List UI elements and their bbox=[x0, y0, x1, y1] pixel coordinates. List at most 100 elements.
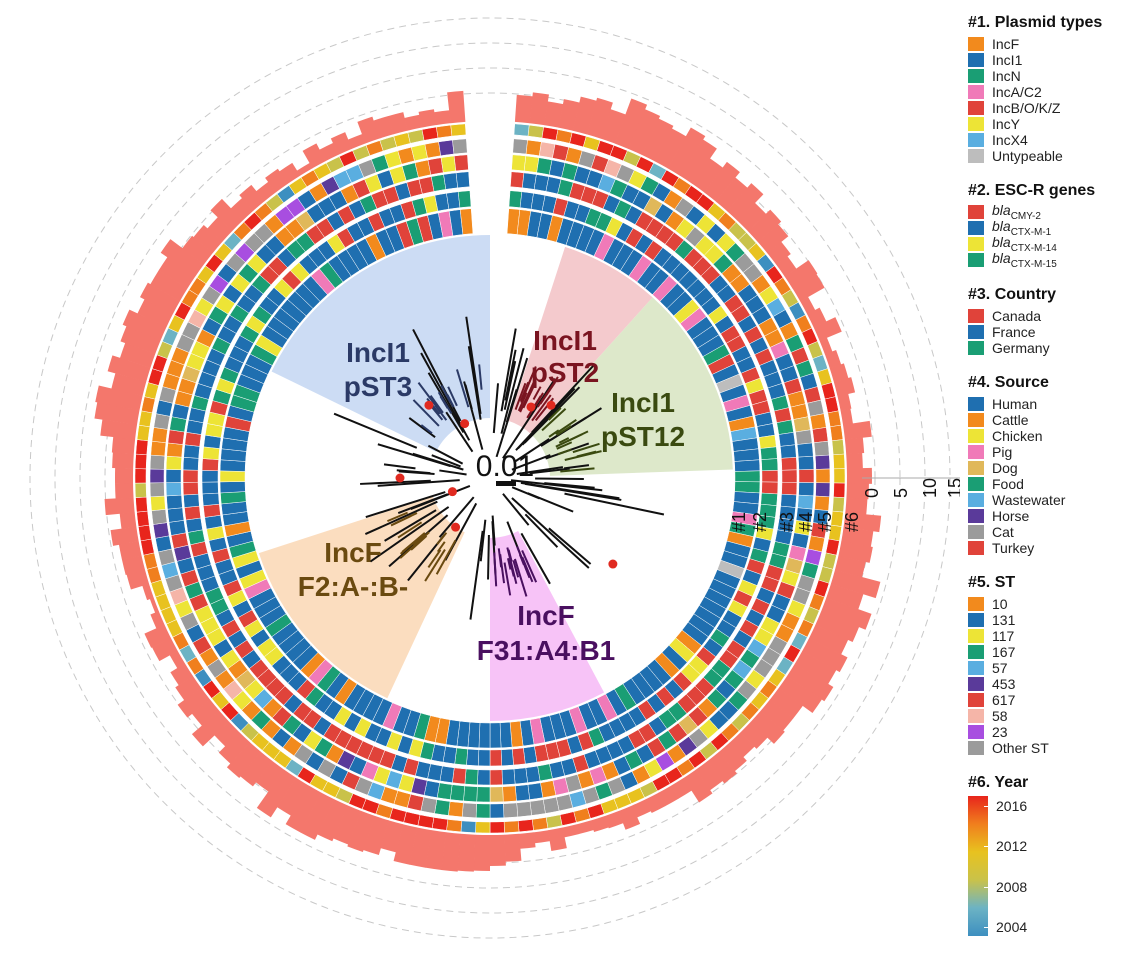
legend-title: #4. Source bbox=[968, 374, 1049, 391]
ring-cell bbox=[513, 767, 528, 785]
histogram-bar bbox=[750, 710, 785, 744]
ring-cell bbox=[149, 454, 166, 470]
legend-item: Dog bbox=[968, 460, 1138, 476]
legend-item: 10 bbox=[968, 596, 1138, 612]
ring-cell bbox=[503, 802, 519, 818]
legend-swatch bbox=[968, 37, 984, 51]
ring-cell bbox=[781, 469, 798, 483]
ring-cell bbox=[166, 494, 183, 510]
histogram-bar bbox=[121, 555, 146, 575]
ring-cell bbox=[807, 399, 825, 417]
clade-branch bbox=[436, 532, 448, 546]
clade-sector bbox=[490, 530, 605, 721]
ring-cell bbox=[516, 801, 532, 818]
ring-cell bbox=[829, 424, 844, 442]
clade-branch bbox=[558, 437, 570, 444]
clade-branch bbox=[429, 395, 444, 414]
clade-branch bbox=[456, 369, 470, 408]
histogram-bar bbox=[110, 526, 139, 546]
histogram-bar bbox=[645, 792, 666, 814]
clade-branch bbox=[576, 450, 597, 458]
legend-item: blaCMY-2 bbox=[968, 202, 1138, 222]
legend-label: Cat bbox=[992, 524, 1014, 540]
tree-branch bbox=[511, 497, 590, 569]
clade-branch bbox=[513, 558, 528, 597]
histogram-bar bbox=[800, 296, 816, 315]
ring-cell bbox=[527, 782, 544, 800]
ring-cell bbox=[443, 172, 458, 190]
clade-label-incF-f31-line2: F31:A4:B1 bbox=[477, 635, 615, 666]
clade-branch bbox=[427, 549, 442, 569]
legend-swatch bbox=[968, 645, 984, 659]
ring-cell bbox=[734, 481, 761, 494]
legend-label: IncN bbox=[992, 68, 1021, 84]
ring-cell bbox=[824, 396, 839, 414]
legend-swatch bbox=[968, 725, 984, 739]
histogram-bar bbox=[529, 92, 549, 126]
legend-label: Wastewater bbox=[992, 492, 1066, 508]
ring-cell bbox=[573, 807, 591, 823]
legend-label: 57 bbox=[992, 660, 1008, 676]
legend-title: #2. ESC-R genes bbox=[968, 182, 1096, 199]
histogram-bar bbox=[256, 769, 297, 818]
histogram-bar bbox=[813, 317, 842, 341]
legend-swatch bbox=[968, 709, 984, 723]
legend-swatch bbox=[968, 693, 984, 707]
ring-cell bbox=[421, 126, 439, 141]
legend-item: Cattle bbox=[968, 412, 1138, 428]
legend-label: Cattle bbox=[992, 412, 1029, 428]
ring-cell bbox=[825, 538, 840, 556]
tree-branch bbox=[364, 500, 438, 535]
ring-cell bbox=[136, 510, 150, 527]
legend-swatch bbox=[968, 325, 984, 339]
histogram-bar bbox=[296, 162, 313, 176]
tree-branch bbox=[465, 316, 482, 415]
legend-label: Chicken bbox=[992, 428, 1043, 444]
ring-cell bbox=[489, 803, 505, 819]
histogram-bar bbox=[586, 97, 613, 139]
legend-swatch bbox=[968, 149, 984, 163]
ring-cell bbox=[531, 817, 549, 831]
legend-escr-genes: #2. ESC-R genes blaCMY-2 blaCTX-M-1 blaCTX… bbox=[968, 182, 1138, 270]
ring-cell bbox=[833, 468, 846, 484]
ring-cell bbox=[510, 171, 525, 189]
histogram-bar bbox=[319, 142, 339, 162]
legend-item: 453 bbox=[968, 676, 1138, 692]
ring-cell bbox=[463, 785, 478, 802]
clade-branch bbox=[507, 558, 512, 570]
ring-cell bbox=[202, 492, 220, 506]
legend-swatch bbox=[968, 461, 984, 475]
clade-sector bbox=[271, 235, 490, 452]
histogram-bar bbox=[210, 198, 243, 232]
ring-cell bbox=[166, 442, 184, 458]
year-tick-2012: 2012 bbox=[983, 838, 1028, 854]
legend-swatch bbox=[968, 341, 984, 355]
year-colorbar bbox=[968, 796, 988, 936]
ring-cell bbox=[434, 799, 451, 816]
clade-label-incI1-pst12-line1: IncI1 bbox=[611, 387, 675, 418]
clade-branch bbox=[572, 442, 600, 454]
ring-cell bbox=[138, 524, 152, 542]
histogram-bar bbox=[170, 663, 193, 686]
tree-branch bbox=[384, 509, 437, 542]
clade-branch bbox=[412, 534, 426, 546]
histogram-bar bbox=[737, 202, 767, 232]
ring-cell bbox=[182, 469, 199, 483]
histogram-bar bbox=[418, 109, 437, 128]
histogram-bar bbox=[169, 650, 186, 669]
ring-cell bbox=[393, 132, 411, 148]
ring-cell bbox=[201, 458, 219, 472]
legend-label: 453 bbox=[992, 676, 1016, 692]
legend-label: 617 bbox=[992, 692, 1016, 708]
clade-branch bbox=[521, 556, 534, 583]
histogram-bar bbox=[726, 183, 764, 221]
ring-cell bbox=[781, 481, 798, 496]
ring-cell bbox=[155, 535, 173, 553]
bootstrap-node bbox=[526, 402, 536, 412]
clade-branch bbox=[447, 386, 458, 407]
legend-label: 131 bbox=[992, 612, 1016, 628]
ring-cell bbox=[149, 482, 165, 498]
tree-branches bbox=[333, 316, 665, 620]
ring-cell bbox=[461, 802, 477, 818]
clade-branch bbox=[478, 364, 483, 390]
